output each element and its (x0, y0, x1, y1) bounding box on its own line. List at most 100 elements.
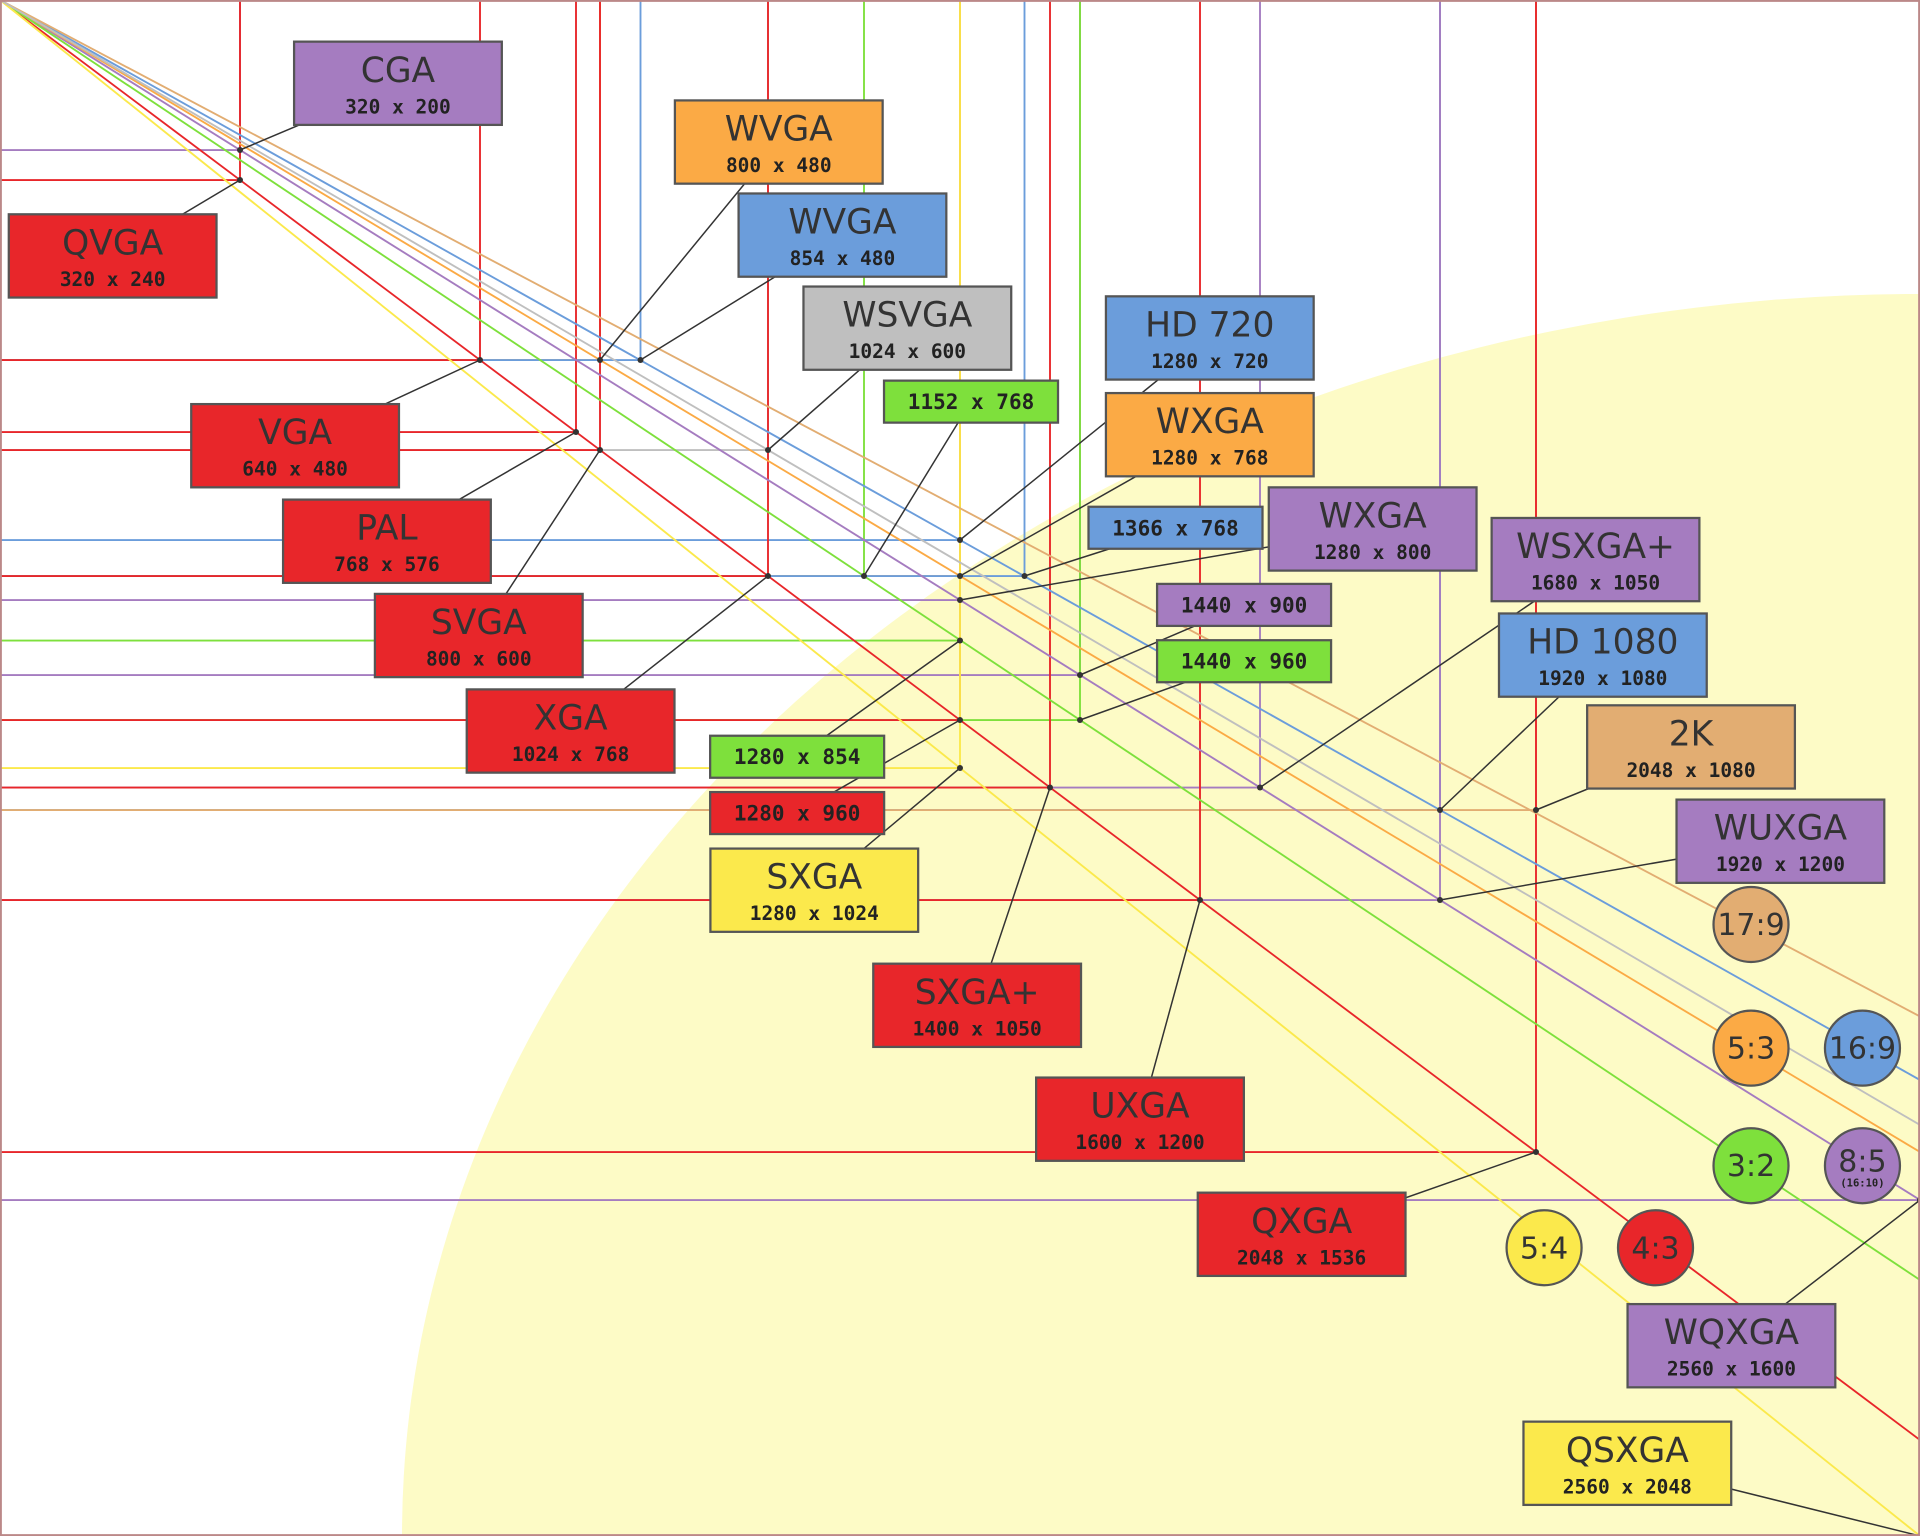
resolution-text: 1152 x 768 (908, 390, 1034, 414)
resolution-text: 1024 x 600 (849, 340, 966, 363)
badge-circle (1616, 1209, 1695, 1287)
label-box (709, 734, 886, 779)
resolution-text: 1400 x 1050 (913, 1017, 1042, 1040)
corner-dot (1437, 897, 1443, 903)
aspect-ratio-badge: 5:4 (1505, 1209, 1583, 1287)
diagonal-128-75 (0, 0, 1920, 1126)
resolution-text: 1440 x 900 (1181, 593, 1307, 617)
standard-name: WVGA (725, 110, 833, 150)
standard-name: HD 720 (1145, 305, 1274, 345)
aspect-ratio-label: 8:5 (1838, 1145, 1886, 1180)
resolution-text: 1280 x 720 (1151, 350, 1268, 373)
resolution-label: SVGA 800 x 600 (373, 592, 584, 679)
resolution-text: 1280 x 854 (734, 745, 860, 769)
aspect-ratio-badges: 17:9 5:3 16:9 3:2 8:5(16:10) 5:4 4:3 (1505, 885, 1902, 1287)
resolution-label: 1440 x 900 (1155, 582, 1333, 628)
resolution-label: QXGA 2048 x 1536 (1196, 1191, 1407, 1278)
resolution-text: 1024 x 768 (512, 743, 629, 766)
label-box (1104, 391, 1315, 478)
corner-dot (477, 357, 483, 363)
resolution-text: 2560 x 2048 (1563, 1475, 1692, 1498)
corner-dot (637, 357, 644, 363)
resolution-text: 768 x 576 (334, 553, 440, 576)
aspect-ratio-badge: 8:5(16:10) (1823, 1127, 1902, 1205)
corner-dot (1257, 784, 1263, 791)
resolution-text: 800 x 480 (726, 154, 832, 177)
label-box (7, 213, 218, 299)
aspect-ratio-badge: 3:2 (1712, 1127, 1790, 1205)
resolution-label: UXGA 1600 x 1200 (1035, 1076, 1245, 1162)
standard-name: WXGA (1156, 402, 1264, 442)
label-box (872, 962, 1083, 1049)
corner-dot (765, 447, 771, 453)
label-box (1196, 1191, 1407, 1278)
aspect-ratio-label: 5:3 (1727, 1032, 1775, 1067)
resolution-text: 2048 x 1080 (1626, 759, 1755, 782)
corner-dot (1197, 897, 1203, 903)
aspect-ratio-badge: 17:9 (1712, 885, 1790, 964)
corner-dot (1077, 717, 1083, 723)
corner-dot (597, 447, 603, 453)
aspect-ratio-badge: 16:9 (1823, 1009, 1902, 1087)
resolution-text: 1280 x 768 (1151, 447, 1268, 470)
resolution-label: CGA 320 x 200 (292, 40, 503, 127)
resolution-text: 1920 x 1200 (1716, 853, 1845, 876)
label-box (1104, 295, 1315, 381)
standard-name: WQXGA (1664, 1313, 1800, 1353)
label-box (1675, 798, 1886, 884)
aspect-ratio-label: 5:4 (1520, 1231, 1568, 1266)
aspect-ratio-label: 17:9 (1717, 908, 1784, 943)
aspect-ratio-label: 4:3 (1631, 1231, 1679, 1266)
label-box (1155, 582, 1333, 628)
corner-dot (957, 765, 963, 771)
aspect-ratio-badge: 5:3 (1712, 1009, 1790, 1087)
resolution-text: 1680 x 1050 (1531, 572, 1660, 595)
resolution-label: QSXGA 2560 x 2048 (1522, 1420, 1733, 1507)
corner-dot (1533, 807, 1539, 813)
aspect-ratio-label: 16:9 (1829, 1032, 1896, 1067)
resolution-text: 320 x 200 (345, 95, 451, 118)
standard-name: UXGA (1090, 1087, 1190, 1127)
resolution-outline (0, 0, 1920, 1201)
resolution-label: WUXGA 1920 x 1200 (1675, 798, 1886, 884)
label-box (190, 402, 401, 489)
corner-dot (1077, 672, 1083, 678)
resolution-label: WSXGA+ 1680 x 1050 (1490, 516, 1701, 603)
label-box (292, 40, 503, 127)
resolution-label: 1366 x 768 (1087, 505, 1264, 550)
badge-circle (1823, 1009, 1902, 1087)
standard-name: HD 1080 (1527, 623, 1678, 663)
resolution-label: SXGA 1280 x 1024 (709, 847, 920, 933)
resolution-label: WXGA 1280 x 800 (1267, 486, 1478, 572)
corner-dot (957, 637, 963, 644)
resolution-label: WQXGA 2560 x 1600 (1626, 1302, 1837, 1389)
label-box (673, 99, 884, 185)
corner-dot (861, 573, 867, 579)
label-box (465, 688, 676, 774)
label-box (1035, 1076, 1245, 1162)
label-box (1267, 486, 1478, 572)
aspect-ratio-badge: 4:3 (1616, 1209, 1695, 1287)
corner-dot (957, 717, 963, 723)
standard-name: WSXGA+ (1516, 527, 1675, 567)
standard-name: WXGA (1319, 496, 1427, 536)
badge-circle (1712, 1127, 1790, 1205)
resolution-text: 800 x 600 (426, 648, 532, 671)
aspect-ratio-label: 3:2 (1727, 1149, 1775, 1184)
resolution-label: WVGA 800 x 480 (673, 99, 884, 185)
standard-name: QXGA (1251, 1202, 1353, 1242)
badge-circle (1712, 1009, 1790, 1087)
label-box (281, 498, 492, 584)
label-box (802, 285, 1013, 371)
corner-dot (765, 573, 771, 579)
resolution-label: 1280 x 854 (709, 734, 886, 779)
resolution-text: 2560 x 1600 (1667, 1358, 1796, 1381)
standard-name: XGA (534, 699, 608, 739)
label-box (1522, 1420, 1733, 1507)
corner-dot (957, 597, 963, 603)
corner-dot (1021, 573, 1028, 579)
standard-name: SXGA (766, 858, 862, 898)
resolution-label: WVGA 854 x 480 (737, 192, 948, 278)
resolution-label: QVGA 320 x 240 (7, 213, 218, 299)
aspect-ratio-sublabel: (16:10) (1840, 1178, 1884, 1190)
